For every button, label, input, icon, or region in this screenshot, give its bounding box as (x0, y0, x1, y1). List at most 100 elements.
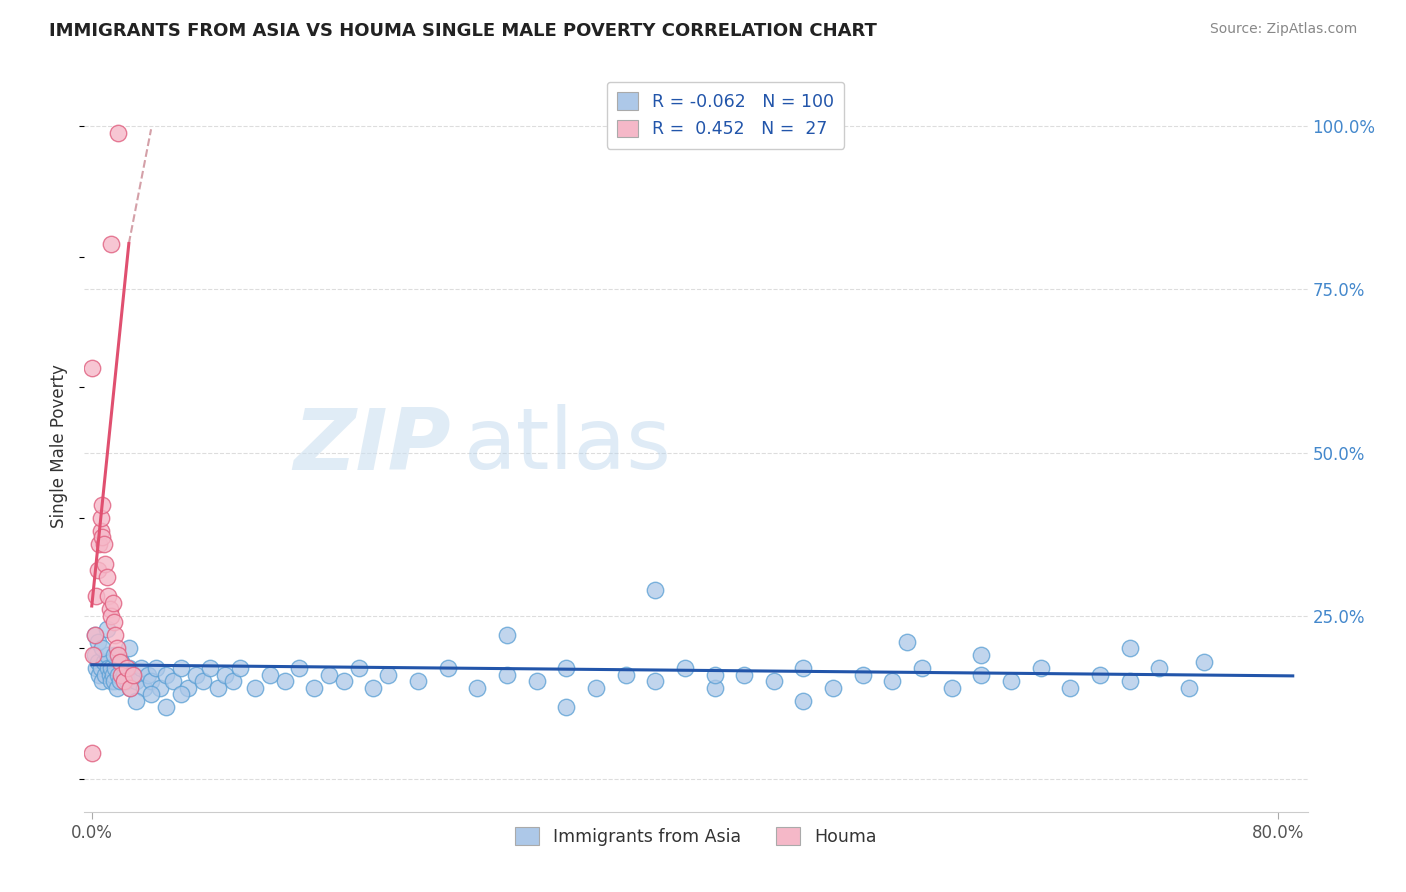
Point (91, 674, 114, 689)
Point (377, 667, 399, 681)
Point (86, 655, 108, 669)
Point (107, 667, 129, 681)
Point (100, 608, 122, 623)
Point (302, 681, 325, 695)
Point (155, 667, 177, 681)
Point (82, 648, 104, 662)
Point (122, 667, 145, 681)
Point (101, 596, 124, 610)
Point (83, 628, 105, 642)
Point (117, 674, 139, 689)
Point (89, 537, 111, 551)
Point (93, 537, 115, 551)
Point (406, 674, 429, 689)
Point (103, 615, 125, 630)
Point (465, 681, 488, 695)
Point (1000, 674, 1022, 689)
Point (703, 681, 725, 695)
Legend: Immigrants from Asia, Houma: Immigrants from Asia, Houma (506, 818, 886, 855)
Point (644, 674, 666, 689)
Point (132, 681, 155, 695)
Point (100, 674, 122, 689)
Point (139, 687, 162, 701)
Point (792, 661, 814, 675)
Point (139, 674, 162, 689)
Point (852, 667, 875, 681)
Point (110, 655, 132, 669)
Point (108, 674, 131, 689)
Point (110, 655, 132, 669)
Point (333, 674, 356, 689)
Point (162, 674, 184, 689)
Point (90, 524, 112, 538)
Point (83, 648, 105, 662)
Point (91, 641, 114, 656)
Point (318, 667, 340, 681)
Point (941, 681, 963, 695)
Point (90, 661, 112, 675)
Point (98, 667, 121, 681)
Point (882, 674, 904, 689)
Point (1118, 641, 1140, 656)
Point (103, 648, 125, 662)
Point (288, 661, 311, 675)
Point (100, 236, 122, 251)
Point (184, 667, 207, 681)
Point (83, 628, 105, 642)
Point (363, 681, 385, 695)
Point (273, 674, 295, 689)
Point (644, 582, 666, 597)
Point (792, 694, 814, 708)
Point (120, 681, 142, 695)
Point (110, 667, 132, 681)
Point (122, 667, 145, 681)
Point (118, 641, 141, 656)
Point (125, 674, 148, 689)
Point (96, 648, 118, 662)
Point (911, 661, 934, 675)
Point (436, 661, 458, 675)
Point (80, 360, 103, 375)
Point (191, 674, 214, 689)
Text: IMMIGRANTS FROM ASIA VS HOUMA SINGLE MALE POVERTY CORRELATION CHART: IMMIGRANTS FROM ASIA VS HOUMA SINGLE MAL… (49, 22, 877, 40)
Point (84, 589, 107, 603)
Text: Source: ZipAtlas.com: Source: ZipAtlas.com (1209, 22, 1357, 37)
Point (118, 661, 141, 675)
Point (94, 557, 117, 571)
Point (86, 563, 108, 577)
Point (762, 674, 785, 689)
Point (120, 681, 142, 695)
Point (94, 667, 117, 681)
Point (347, 661, 370, 675)
Point (207, 681, 229, 695)
Point (585, 681, 607, 695)
Point (96, 622, 118, 636)
Point (496, 628, 519, 642)
Point (96, 569, 118, 583)
Point (673, 661, 696, 675)
Point (93, 655, 115, 669)
Point (259, 667, 281, 681)
Point (86, 635, 108, 649)
Point (1029, 661, 1052, 675)
Point (125, 694, 148, 708)
Point (1178, 681, 1201, 695)
Point (177, 681, 200, 695)
Point (170, 687, 193, 701)
Point (1118, 674, 1140, 689)
Point (91, 498, 114, 512)
Point (80, 746, 103, 760)
Point (101, 667, 124, 681)
Y-axis label: Single Male Poverty: Single Male Poverty (51, 364, 69, 528)
Point (89, 667, 111, 681)
Text: ZIP: ZIP (294, 404, 451, 488)
Point (117, 661, 139, 675)
Point (170, 661, 193, 675)
Text: atlas: atlas (464, 404, 672, 488)
Point (1059, 681, 1081, 695)
Point (1192, 655, 1215, 669)
Point (496, 667, 519, 681)
Point (221, 674, 243, 689)
Point (107, 648, 129, 662)
Point (526, 674, 548, 689)
